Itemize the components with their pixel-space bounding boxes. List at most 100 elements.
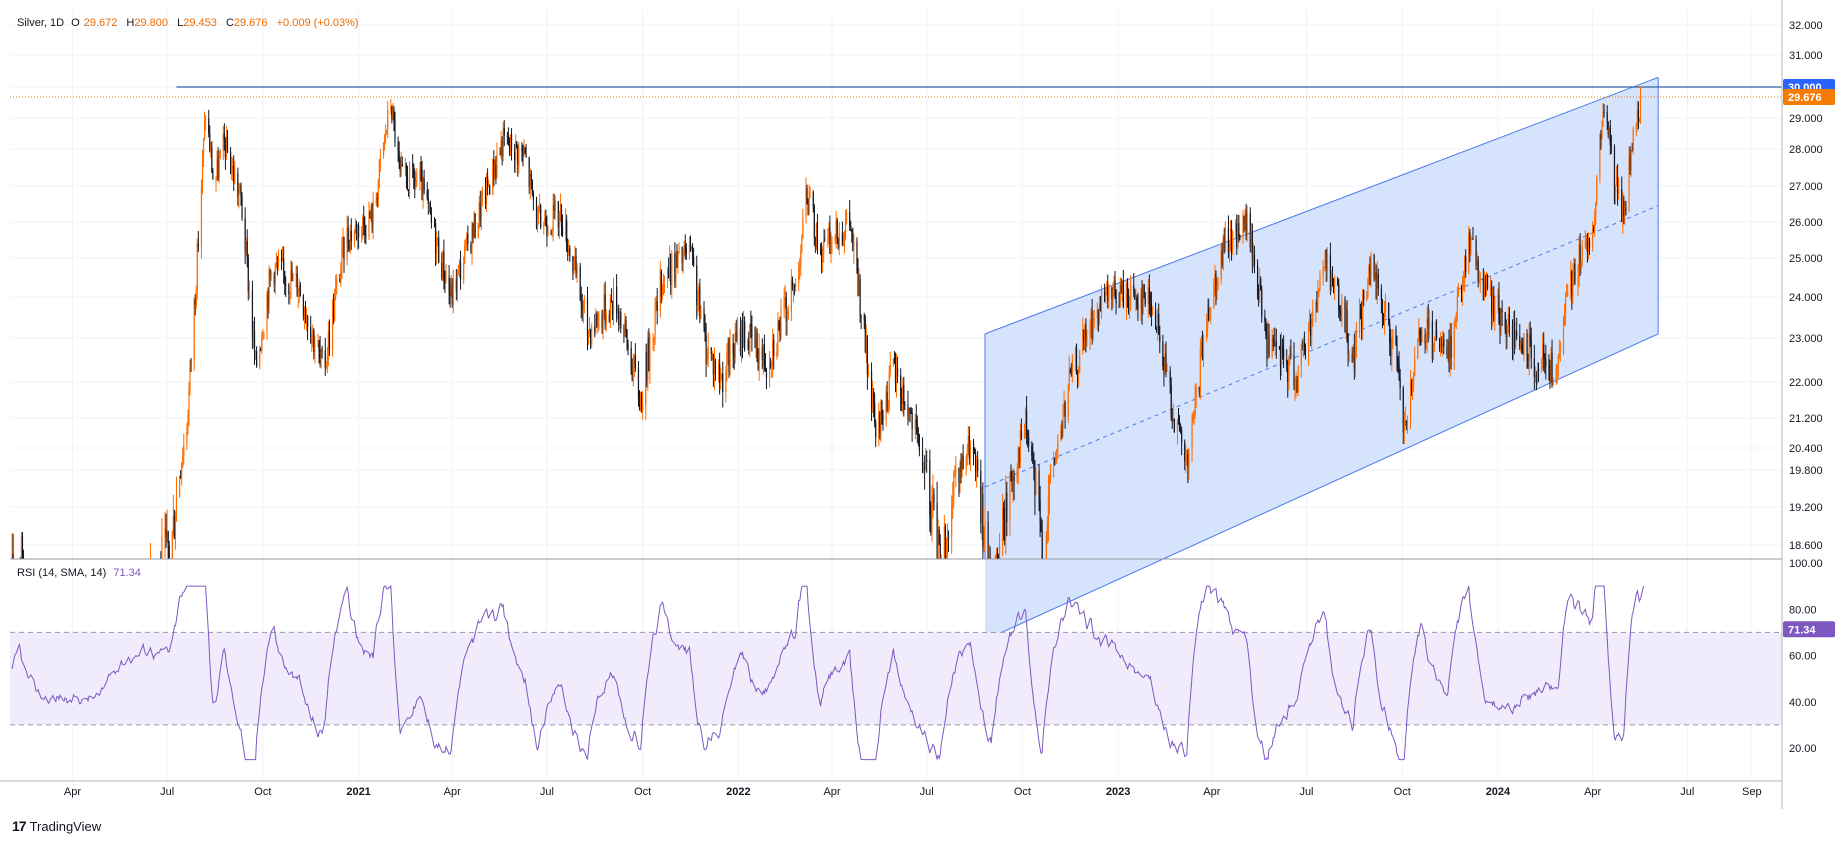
candle-body <box>398 150 400 160</box>
candle-body <box>532 193 534 200</box>
candle-body <box>484 189 487 204</box>
candle-body <box>1486 275 1489 289</box>
candle-body <box>931 496 933 534</box>
candle-body <box>904 404 906 406</box>
tradingview-logo[interactable]: 17 TradingView <box>12 818 101 834</box>
candle-body <box>1443 338 1445 347</box>
candle-body <box>328 330 331 349</box>
candle-body <box>889 364 891 373</box>
candle-body <box>830 241 832 254</box>
candle-body <box>1556 365 1558 370</box>
candle-body <box>174 521 177 539</box>
candle-body <box>1288 357 1290 383</box>
candle-body <box>1064 402 1066 417</box>
candle-body <box>536 211 539 229</box>
candle-body <box>1395 329 1397 344</box>
candle-body <box>1012 476 1014 487</box>
candle-body <box>697 301 699 306</box>
candle-body <box>1324 250 1326 268</box>
candle-body <box>873 391 875 403</box>
rsi-tick-label: 20.00 <box>1789 743 1817 755</box>
candle-body <box>472 223 474 238</box>
candle-body <box>951 506 953 538</box>
candle-body <box>1040 522 1042 532</box>
candle-body <box>1373 254 1375 279</box>
time-tick-label: Apr <box>1584 786 1601 798</box>
candle-body <box>1164 353 1166 373</box>
candle-body <box>605 313 607 324</box>
candle-body <box>988 557 990 559</box>
candle-body <box>1347 334 1349 355</box>
candle-body <box>961 455 963 472</box>
candle-body <box>1048 481 1051 495</box>
candle-body <box>819 248 822 250</box>
candle-body <box>211 147 213 173</box>
candle-body <box>583 298 585 301</box>
candle-body <box>277 257 280 266</box>
candle-body <box>1490 285 1492 289</box>
time-tick-label: Apr <box>64 786 81 798</box>
last-price-badge: 29.676 <box>1788 92 1822 104</box>
last-price-badge-bg <box>1783 89 1835 106</box>
candle-body <box>783 298 785 311</box>
candle-body <box>1370 254 1372 275</box>
candle-body <box>633 355 635 368</box>
candle-body <box>1616 176 1619 194</box>
candle-body <box>514 151 516 161</box>
candle-body <box>1293 354 1295 386</box>
candle-body <box>574 255 576 262</box>
candle-body <box>1079 350 1081 372</box>
candle-body <box>186 432 188 445</box>
candle-body <box>852 231 854 252</box>
candle-body <box>1346 309 1348 335</box>
candle-body <box>807 203 809 214</box>
candle-body <box>958 468 960 483</box>
candle-body <box>317 343 319 347</box>
candle-body <box>445 276 447 283</box>
candle-body <box>1600 134 1602 140</box>
open-label: O <box>71 17 80 29</box>
candle-body <box>1085 324 1087 341</box>
candle-body <box>377 180 379 200</box>
candle-body <box>1118 303 1120 308</box>
candle-body <box>558 211 560 228</box>
candle-body <box>1543 343 1545 359</box>
candle-body <box>251 291 254 339</box>
candle-body <box>466 233 468 241</box>
candle-body <box>987 521 989 559</box>
candle-body <box>1275 341 1277 347</box>
candle-body <box>397 142 399 151</box>
candle-body <box>1068 369 1070 390</box>
candle-body <box>1574 263 1576 284</box>
candle-body <box>1242 215 1244 239</box>
candle-body <box>1432 343 1435 359</box>
candle-body <box>1587 238 1590 254</box>
candle-body <box>915 419 917 423</box>
candle-body <box>580 300 582 305</box>
candle-body <box>1186 454 1188 457</box>
candle-body <box>779 321 781 336</box>
candle-body <box>1024 410 1027 433</box>
candle-body <box>1511 325 1514 349</box>
channel-lower-line <box>984 333 1659 641</box>
candle-body <box>313 329 315 353</box>
candle-body <box>1023 432 1026 439</box>
candle-body <box>1447 341 1449 355</box>
candle-body <box>581 304 583 310</box>
candle-body <box>1070 370 1072 373</box>
candle-body <box>283 258 285 271</box>
candle-body <box>1431 320 1433 359</box>
candle-body <box>926 460 928 462</box>
candle-body <box>1047 494 1050 524</box>
candle-body <box>1136 298 1138 307</box>
candle-body <box>1104 291 1106 302</box>
candle-body <box>895 367 898 385</box>
candle-body <box>1579 244 1581 266</box>
candle-body <box>1353 346 1355 369</box>
candle-body <box>1193 415 1195 418</box>
candle-body <box>1192 417 1194 421</box>
candle-body <box>324 350 326 368</box>
candle-body <box>1075 347 1078 374</box>
candle-body <box>1397 359 1399 364</box>
